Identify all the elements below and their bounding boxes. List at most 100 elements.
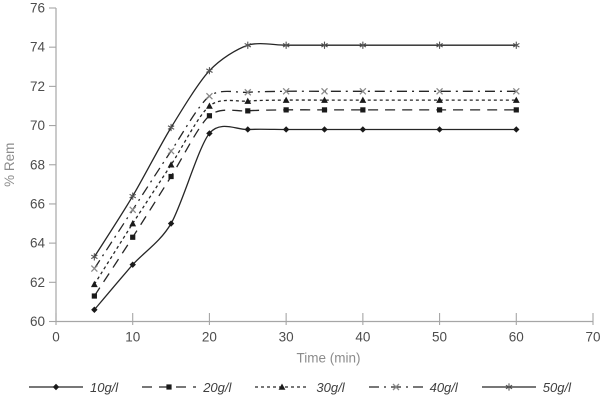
- series-20g-l: [91, 107, 519, 299]
- series-line-10g-l: [93, 125, 517, 311]
- square-marker: [130, 234, 136, 240]
- diamond-marker: [167, 220, 175, 227]
- y-tick-label: 64: [30, 236, 46, 251]
- x-marker: [90, 265, 98, 273]
- x-marker: [167, 147, 175, 155]
- x-axis-title: Time (min): [297, 351, 361, 366]
- asterisk-marker: [244, 41, 252, 49]
- legend-sample-40g-l: [368, 383, 423, 391]
- legend-label-30g-l: 30g/l: [316, 379, 345, 395]
- asterisk-marker: [436, 41, 443, 49]
- triangle-marker: [206, 102, 213, 109]
- triangle-marker: [359, 96, 367, 103]
- x-tick-label: 50: [432, 330, 447, 345]
- triangle-marker: [436, 96, 443, 103]
- y-axis-title: % Rem: [2, 143, 17, 187]
- legend-label-40g-l: 40g/l: [429, 379, 458, 395]
- y-tick-label: 72: [30, 79, 45, 94]
- x-tick-label: 10: [125, 330, 140, 345]
- x-tick-label: 40: [355, 330, 370, 345]
- square-marker: [513, 107, 519, 113]
- legend-item-20g-l: 20g/l: [142, 380, 231, 395]
- x-marker: [436, 87, 444, 95]
- square-marker: [245, 108, 251, 114]
- asterisk-marker: [512, 41, 520, 49]
- square-marker: [168, 173, 174, 180]
- x-marker: [512, 87, 520, 95]
- x-tick-label: 30: [279, 330, 294, 345]
- x-marker: [359, 87, 367, 95]
- series-line-30g-l: [93, 99, 517, 285]
- x-marker: [244, 88, 252, 96]
- y-tick-label: 66: [30, 196, 45, 211]
- series-10g-l: [91, 125, 520, 313]
- triangle-marker: [278, 383, 286, 390]
- series-50g-l: [90, 41, 520, 261]
- diamond-marker: [91, 306, 98, 313]
- legend-sample-50g-l: [481, 383, 536, 391]
- legend-item-10g-l: 10g/l: [28, 379, 119, 395]
- series-line-50g-l: [93, 42, 517, 258]
- x-tick-label: 20: [202, 330, 217, 345]
- x-marker: [321, 87, 328, 95]
- triangle-marker: [512, 96, 520, 103]
- y-tick-label: 68: [30, 157, 45, 172]
- asterisk-marker: [129, 192, 137, 200]
- diamond-marker: [206, 130, 213, 137]
- diamond-marker: [52, 383, 60, 391]
- asterisk-marker: [359, 41, 367, 49]
- square-marker: [166, 384, 172, 390]
- asterisk-marker: [167, 123, 175, 132]
- asterisk-marker: [90, 253, 98, 261]
- legend-sample-10g-l: [28, 383, 83, 391]
- legend-item-50g-l: 50g/l: [481, 379, 571, 395]
- triangle-marker: [282, 96, 290, 103]
- x-marker: [129, 206, 137, 214]
- legend-sample-20g-l: [142, 384, 197, 390]
- x-tick-label: 0: [52, 330, 60, 345]
- y-tick-label: 60: [30, 314, 45, 329]
- diamond-marker: [129, 261, 136, 268]
- diamond-marker: [282, 126, 290, 133]
- x-marker: [282, 87, 290, 95]
- series-line-20g-l: [93, 109, 517, 297]
- triangle-marker: [321, 96, 328, 103]
- asterisk-marker: [282, 41, 290, 49]
- y-tick-label: 70: [30, 118, 45, 133]
- diamond-marker: [513, 126, 520, 133]
- square-marker: [321, 107, 328, 113]
- triangle-marker: [90, 280, 98, 288]
- x-marker: [392, 383, 400, 391]
- triangle-marker: [167, 161, 175, 168]
- chart-svg: 0 10 20 30 40 50 60 70 60 62 64 66 68 70 72 74 76 Time (m…: [2, 1, 600, 366]
- x-marker: [205, 92, 213, 100]
- square-marker: [436, 107, 443, 113]
- x-tick-label: 70: [585, 330, 600, 345]
- triangle-marker: [129, 220, 137, 227]
- diamond-marker: [359, 126, 367, 133]
- square-marker: [283, 107, 289, 113]
- square-marker: [360, 107, 366, 113]
- triangle-marker: [244, 97, 252, 104]
- y-tick-label: 62: [30, 275, 45, 290]
- square-marker: [91, 293, 97, 299]
- diamond-marker: [436, 126, 443, 133]
- series-line-40g-l: [93, 90, 517, 269]
- legend-item-30g-l: 30g/l: [255, 379, 345, 395]
- series-30g-l: [90, 96, 520, 288]
- legend-item-40g-l: 40g/l: [368, 379, 458, 395]
- y-tick-label: 76: [30, 1, 45, 16]
- legend-label-20g-l: 20g/l: [203, 379, 232, 395]
- x-tick-label: 60: [509, 330, 524, 345]
- legend-label-50g-l: 50g/l: [542, 379, 571, 395]
- diamond-marker: [244, 126, 251, 133]
- legend: 10g/l 20g/l 30g/l 40g/l 50g/l: [0, 372, 600, 402]
- series-40g-l: [90, 87, 520, 273]
- asterisk-marker: [206, 67, 213, 75]
- asterisk-marker: [321, 41, 328, 49]
- legend-label-10g-l: 10g/l: [89, 379, 119, 395]
- square-marker: [206, 113, 213, 119]
- diamond-marker: [321, 126, 328, 133]
- legend-sample-30g-l: [255, 383, 310, 390]
